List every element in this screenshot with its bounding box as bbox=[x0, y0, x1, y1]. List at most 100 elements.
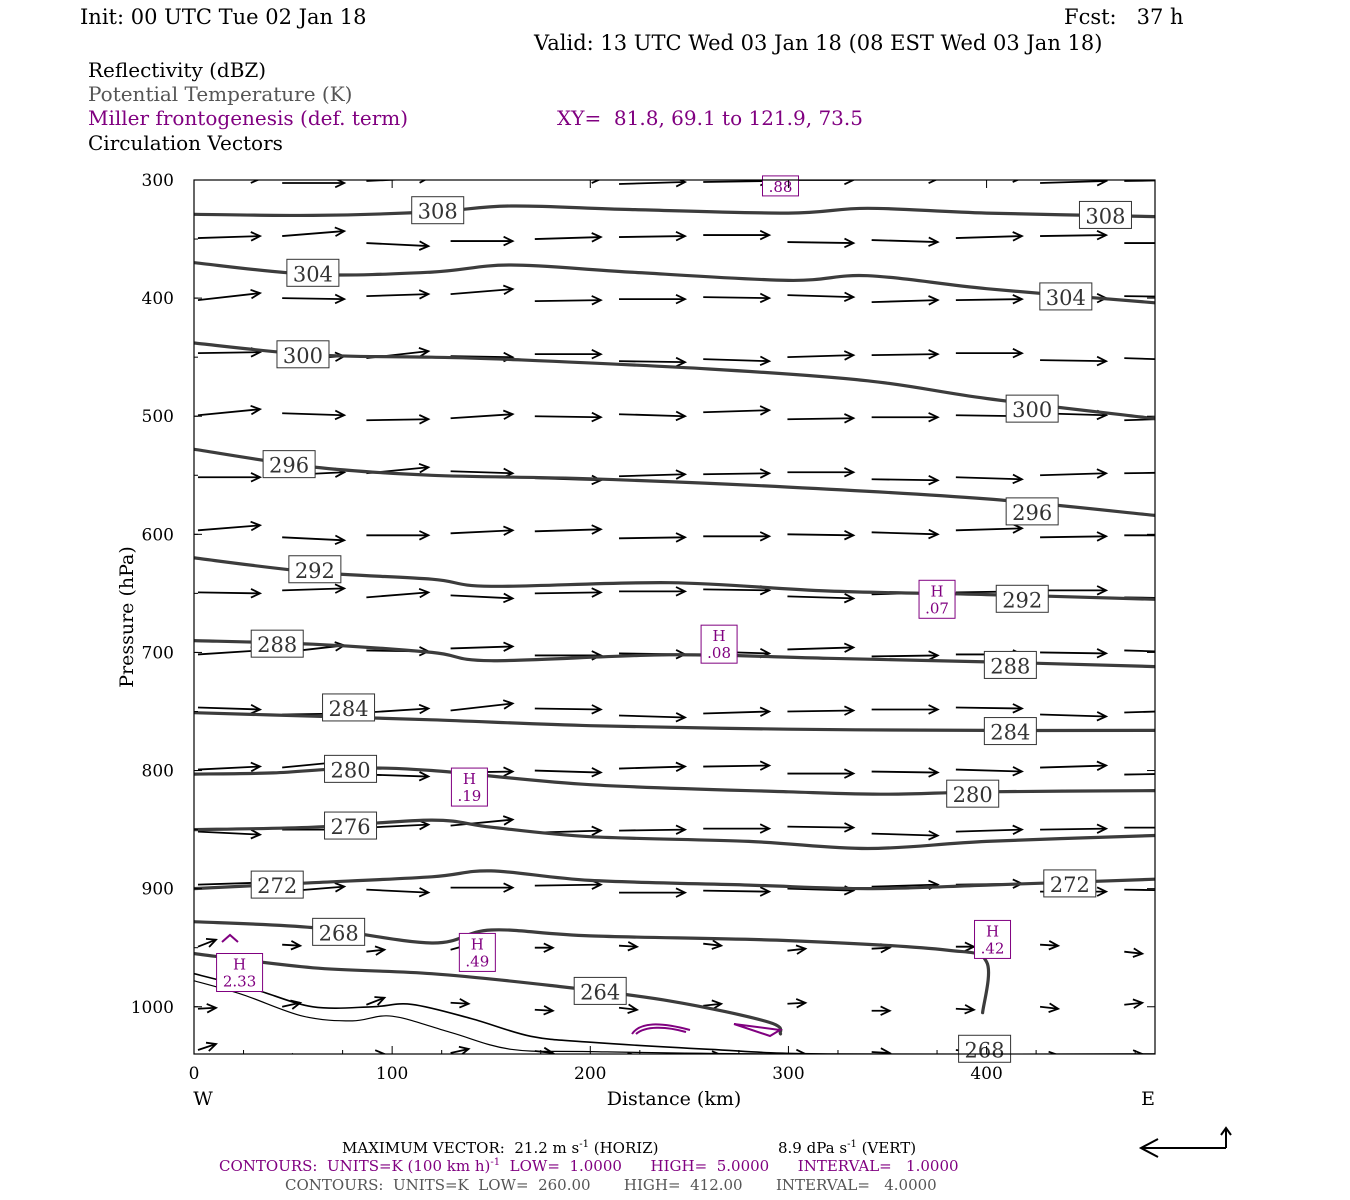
circulation-vector bbox=[618, 941, 640, 952]
circulation-vector bbox=[787, 180, 856, 186]
circulation-vector bbox=[1040, 648, 1109, 659]
svg-text:H: H bbox=[930, 582, 943, 600]
theta-contour-label: 280 bbox=[946, 779, 1000, 808]
circulation-vector bbox=[787, 467, 856, 478]
contours-theta-text: CONTOURS: UNITS=K LOW= 260.00 HIGH= 412.… bbox=[285, 1176, 937, 1194]
frontogenesis-high: H.08 bbox=[700, 624, 738, 664]
circulation-vector bbox=[450, 284, 515, 296]
circulation-vector bbox=[703, 405, 772, 416]
theta-contour-300 bbox=[194, 341, 1155, 421]
legend-frontogenesis: Miller frontogenesis (def. term) bbox=[88, 106, 409, 130]
x-axis-label: Distance (km) bbox=[607, 1088, 742, 1110]
legend-potential-temperature: Potential Temperature (K) bbox=[88, 82, 353, 106]
y-tick-label: 400 bbox=[142, 289, 174, 309]
circulation-vector bbox=[1126, 1049, 1145, 1054]
forecast-hour: Fcst: 37 h bbox=[1064, 5, 1184, 29]
circulation-vector bbox=[703, 531, 772, 542]
frontogenesis-high: H2.33 bbox=[216, 953, 264, 993]
circulation-vector bbox=[1124, 649, 1155, 653]
circulation-vector bbox=[618, 1003, 640, 1014]
circulation-vector bbox=[1012, 180, 1020, 183]
circulation-vector bbox=[618, 761, 688, 772]
circulation-vector bbox=[618, 410, 688, 422]
svg-text:H: H bbox=[986, 922, 999, 940]
circulation-vector bbox=[197, 1041, 218, 1052]
circulation-vector bbox=[450, 699, 515, 712]
svg-text:296: 296 bbox=[269, 454, 309, 478]
circulation-vector bbox=[703, 999, 724, 1010]
circulation-vector bbox=[1040, 711, 1109, 722]
svg-text:268: 268 bbox=[965, 1038, 1005, 1062]
circulation-vector bbox=[871, 767, 940, 778]
svg-text:304: 304 bbox=[293, 262, 333, 286]
init-time: Init: 00 UTC Tue 02 Jan 18 bbox=[80, 5, 367, 29]
circulation-vector bbox=[618, 180, 688, 188]
circulation-vector bbox=[703, 468, 772, 479]
theta-contour-label: 296 bbox=[1005, 497, 1059, 526]
circulation-vector bbox=[534, 232, 603, 243]
circulation-vector bbox=[703, 355, 772, 367]
theta-contour-label: 268 bbox=[958, 1034, 1012, 1063]
circulation-vector bbox=[1124, 471, 1155, 475]
theta-contour-label: 292 bbox=[995, 584, 1049, 613]
circulation-vector bbox=[871, 528, 940, 540]
svg-text:264: 264 bbox=[580, 980, 620, 1004]
theta-contour-label: 288 bbox=[250, 629, 304, 658]
circulation-vector bbox=[1124, 180, 1155, 182]
circulation-vector bbox=[703, 939, 724, 950]
circulation-vector bbox=[1124, 357, 1155, 360]
svg-text:2.33: 2.33 bbox=[223, 973, 256, 991]
svg-text:268: 268 bbox=[319, 921, 359, 945]
circulation-vector bbox=[534, 348, 603, 360]
svg-text:284: 284 bbox=[990, 721, 1030, 745]
theta-contour-308 bbox=[194, 204, 1155, 219]
circulation-vector bbox=[534, 295, 603, 306]
circulation-vector bbox=[1124, 418, 1155, 422]
circulation-vector bbox=[197, 231, 263, 242]
legend-circulation-vectors: Circulation Vectors bbox=[88, 131, 283, 155]
x-tick-label: 300 bbox=[772, 1064, 804, 1084]
circulation-vector bbox=[955, 473, 1024, 485]
circulation-vector bbox=[703, 292, 772, 304]
circulation-vector bbox=[450, 592, 515, 604]
circulation-vector bbox=[450, 641, 515, 652]
circulation-vector bbox=[1124, 998, 1145, 1009]
theta-contour-label: 280 bbox=[324, 754, 378, 783]
circulation-vector bbox=[955, 231, 1024, 242]
y-tick-label: 800 bbox=[142, 762, 174, 782]
x-tick-label: 100 bbox=[376, 1064, 408, 1084]
circulation-vector bbox=[1124, 826, 1155, 829]
circulation-vector bbox=[619, 824, 688, 835]
x-tick-label: 400 bbox=[970, 1064, 1002, 1084]
circulation-vector bbox=[955, 523, 1024, 534]
circulation-vector bbox=[282, 583, 347, 594]
circulation-vector bbox=[871, 830, 940, 841]
circulation-vector bbox=[1039, 1002, 1061, 1013]
svg-text:.88: .88 bbox=[769, 178, 793, 196]
x-axis-west-label: W bbox=[193, 1088, 213, 1110]
svg-text:300: 300 bbox=[283, 344, 323, 368]
circulation-vector bbox=[282, 534, 347, 546]
circulation-vector bbox=[366, 289, 431, 300]
circulation-vector bbox=[787, 768, 856, 779]
theta-contour-304 bbox=[194, 261, 1155, 305]
y-tick-label: 600 bbox=[142, 525, 174, 545]
circulation-vector bbox=[291, 1052, 294, 1054]
circulation-vector bbox=[451, 170, 513, 180]
circulation-vector bbox=[197, 1003, 219, 1014]
circulation-vector bbox=[703, 229, 772, 241]
theta-contour-label: 308 bbox=[411, 196, 465, 225]
theta-contour-label: 284 bbox=[983, 717, 1037, 746]
circulation-vector bbox=[703, 886, 772, 897]
svg-text:292: 292 bbox=[295, 559, 335, 583]
circulation-vector bbox=[197, 520, 263, 532]
svg-text:284: 284 bbox=[329, 697, 369, 721]
svg-text:H: H bbox=[233, 956, 246, 974]
circulation-vector bbox=[197, 938, 218, 948]
y-tick-label: 900 bbox=[142, 880, 174, 900]
theta-contour-272 bbox=[194, 869, 1155, 891]
circulation-vector bbox=[871, 704, 940, 715]
y-tick-label: 300 bbox=[142, 171, 174, 191]
circulation-vector bbox=[787, 944, 808, 955]
